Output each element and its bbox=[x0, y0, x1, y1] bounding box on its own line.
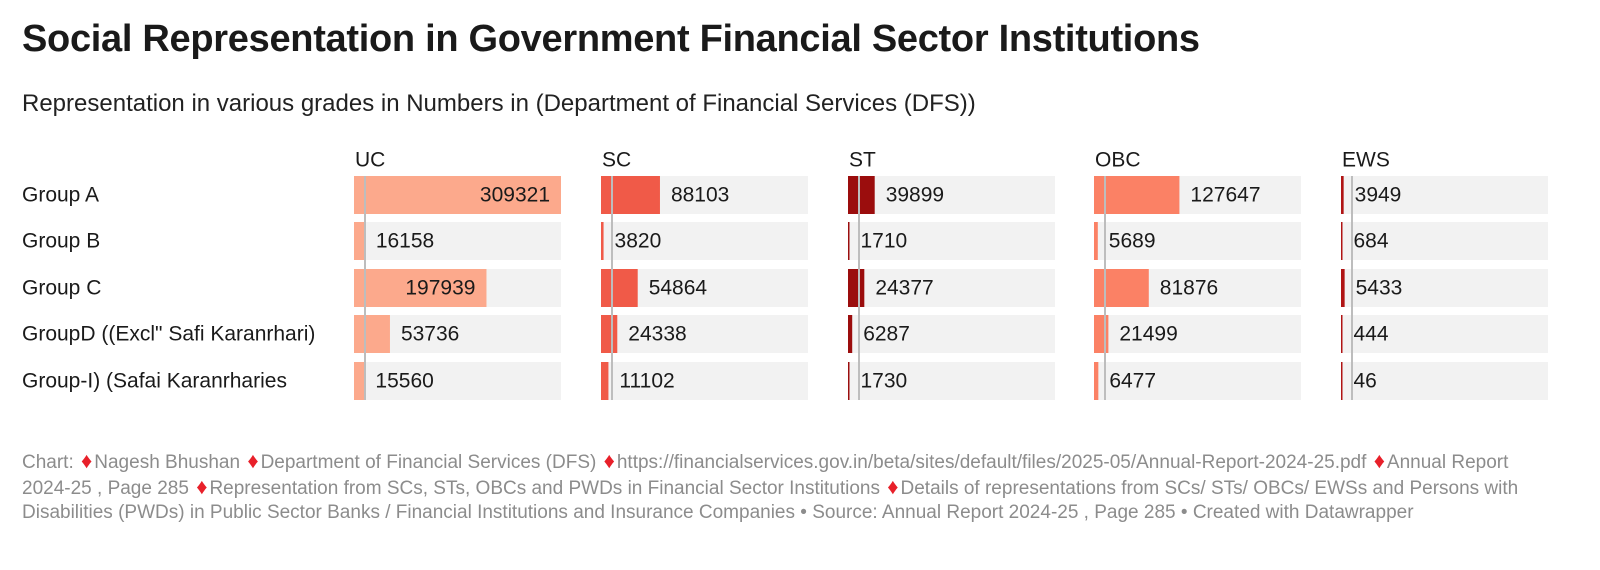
bar bbox=[1094, 269, 1149, 307]
data-label: 39899 bbox=[886, 184, 944, 207]
bar-track bbox=[848, 222, 1055, 260]
chart-title: Social Representation in Government Fina… bbox=[22, 18, 1200, 60]
data-label: 1730 bbox=[861, 370, 908, 393]
data-label: 1710 bbox=[861, 230, 908, 253]
data-label: 3949 bbox=[1355, 184, 1402, 207]
bar bbox=[1341, 269, 1345, 307]
footer-credit-link[interactable]: https://financialservices.gov.in/beta/si… bbox=[616, 452, 1367, 473]
bar bbox=[354, 222, 365, 260]
bar bbox=[354, 176, 561, 214]
bar bbox=[354, 315, 390, 353]
data-label: 684 bbox=[1354, 230, 1389, 253]
bar-track bbox=[1341, 269, 1548, 307]
data-label: 11102 bbox=[619, 370, 674, 393]
data-label: 81876 bbox=[1160, 277, 1218, 300]
bar bbox=[848, 362, 850, 400]
footer-created-with: Created with Datawrapper bbox=[1192, 502, 1414, 523]
bar-track bbox=[1094, 315, 1301, 353]
data-label: 3820 bbox=[615, 230, 662, 253]
bar bbox=[354, 362, 365, 400]
data-label: 197939 bbox=[405, 277, 475, 300]
data-label: 127647 bbox=[1190, 184, 1260, 207]
bar bbox=[1341, 176, 1344, 214]
data-label: 15560 bbox=[375, 370, 433, 393]
bar-track bbox=[848, 269, 1055, 307]
bar bbox=[1094, 222, 1098, 260]
bar bbox=[1341, 222, 1343, 260]
diamond-icon: ♦ bbox=[603, 448, 615, 473]
data-label: 21499 bbox=[1119, 323, 1177, 346]
data-label: 53736 bbox=[401, 323, 459, 346]
data-label: 6287 bbox=[863, 323, 910, 346]
bar bbox=[1341, 362, 1343, 400]
diamond-icon: ♦ bbox=[247, 448, 259, 473]
bar-track bbox=[1341, 222, 1548, 260]
row-label: Group B bbox=[22, 230, 100, 253]
bar bbox=[848, 269, 865, 307]
column-header: OBC bbox=[1095, 149, 1141, 172]
data-label: 46 bbox=[1354, 370, 1377, 393]
bar-track bbox=[848, 315, 1055, 353]
footer-separator: • bbox=[800, 502, 813, 523]
bar bbox=[848, 315, 853, 353]
bar bbox=[1341, 315, 1343, 353]
column-header: ST bbox=[849, 149, 876, 172]
data-label: 309321 bbox=[480, 184, 550, 207]
footer-credit[interactable]: Annual Report 2024-25 , Page 285 bbox=[22, 452, 1509, 499]
bar-track bbox=[601, 315, 808, 353]
bar-track bbox=[848, 176, 1055, 214]
footer-source: Source: Annual Report 2024-25 , Page 285 bbox=[812, 502, 1176, 523]
footer-credit[interactable]: Details of representations from SCs/ STs… bbox=[22, 478, 1519, 523]
footer-credit[interactable]: Representation from SCs, STs, OBCs and P… bbox=[209, 478, 880, 499]
diamond-icon: ♦ bbox=[81, 448, 93, 473]
bar bbox=[1094, 315, 1109, 353]
column-header: UC bbox=[355, 149, 385, 172]
bar-track bbox=[848, 362, 1055, 400]
chart-subtitle: Representation in various grades in Numb… bbox=[22, 90, 976, 117]
data-label: 5689 bbox=[1109, 230, 1156, 253]
bar bbox=[1094, 362, 1099, 400]
bar-track bbox=[354, 362, 561, 400]
column-header: SC bbox=[602, 149, 631, 172]
data-label: 444 bbox=[1354, 323, 1389, 346]
bar-track bbox=[1094, 222, 1301, 260]
bar-track bbox=[1094, 362, 1301, 400]
bar bbox=[601, 222, 604, 260]
row-label: Group C bbox=[22, 277, 101, 300]
data-label: 24338 bbox=[628, 323, 686, 346]
column-header: EWS bbox=[1342, 149, 1390, 172]
data-label: 24377 bbox=[875, 277, 933, 300]
diamond-icon: ♦ bbox=[1373, 448, 1385, 473]
bar-track bbox=[1341, 362, 1548, 400]
diamond-icon: ♦ bbox=[887, 474, 899, 499]
bar bbox=[354, 269, 487, 307]
bar bbox=[848, 222, 850, 260]
footer-prefix: Chart: bbox=[22, 452, 74, 473]
row-label: Group A bbox=[22, 184, 99, 207]
chart-footer: Chart: ♦ Nagesh Bhushan ♦ Department of Fi… bbox=[22, 449, 1562, 525]
data-label: 6477 bbox=[1109, 370, 1156, 393]
row-label: Group-I) (Safai Karanrharies bbox=[22, 370, 287, 393]
bar-track bbox=[1341, 315, 1548, 353]
bar bbox=[848, 176, 875, 214]
bar-track bbox=[1341, 176, 1548, 214]
footer-credit[interactable]: Department of Financial Services (DFS) bbox=[260, 452, 597, 473]
row-label: GroupD ((Excl" Safi Karanrhari) bbox=[22, 323, 315, 346]
data-label: 88103 bbox=[671, 184, 729, 207]
footer-credit[interactable]: Nagesh Bhushan bbox=[94, 452, 241, 473]
bar bbox=[601, 315, 618, 353]
data-label: 5433 bbox=[1356, 277, 1403, 300]
bar-track bbox=[601, 362, 808, 400]
data-label: 54864 bbox=[649, 277, 708, 300]
bar bbox=[601, 176, 660, 214]
bar bbox=[1094, 176, 1180, 214]
bar bbox=[601, 362, 609, 400]
diamond-icon: ♦ bbox=[196, 474, 208, 499]
bar-track bbox=[354, 222, 561, 260]
bar-track bbox=[601, 222, 808, 260]
data-label: 16158 bbox=[376, 230, 434, 253]
footer-separator: • bbox=[1180, 502, 1193, 523]
bar bbox=[601, 269, 638, 307]
bar-chart: Group A Group B Group C GroupD ((Excl" Safi… bbox=[22, 149, 1548, 400]
